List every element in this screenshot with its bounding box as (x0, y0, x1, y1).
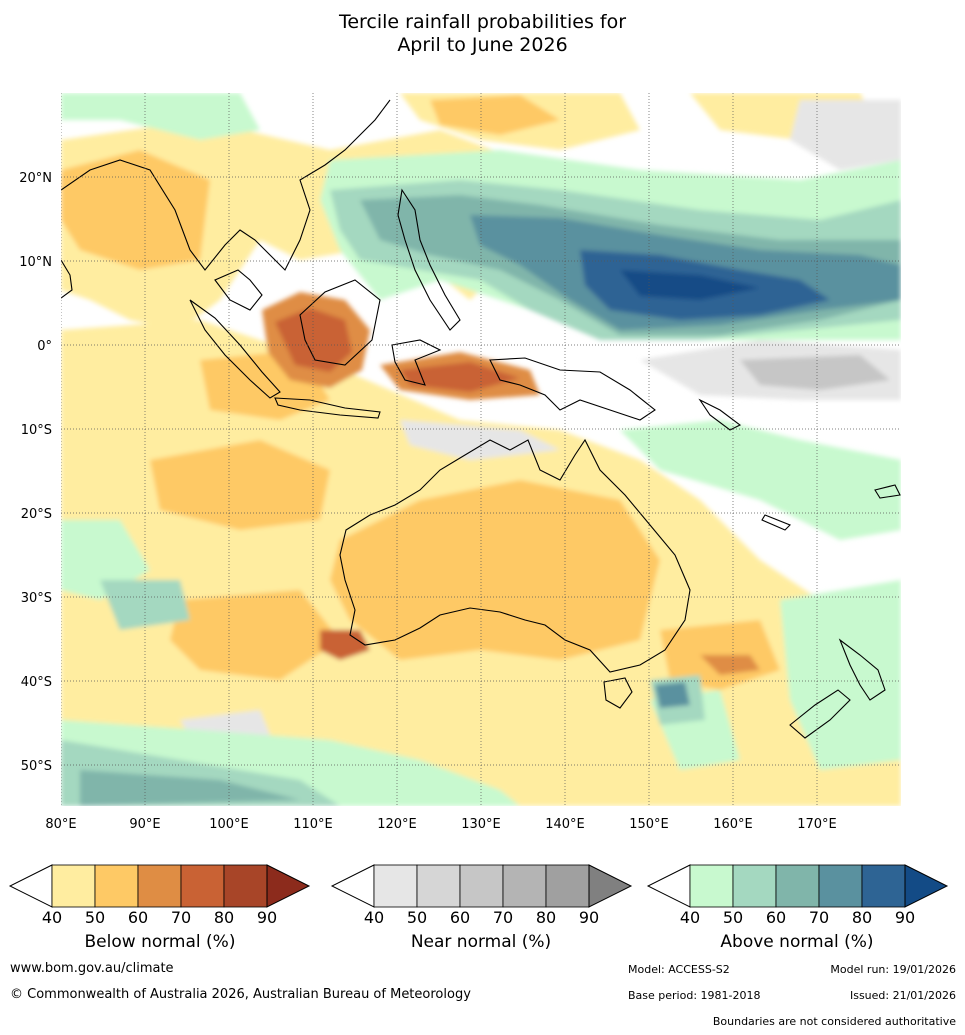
lat-label: 10°S (21, 423, 52, 438)
cb-below-seg (137, 864, 182, 908)
lat-label: 30°S (21, 591, 52, 606)
colorbar-near (330, 864, 633, 908)
cb-below-seg (94, 864, 139, 908)
lon-label: 110°E (293, 817, 333, 832)
cb-near-arrow-right (588, 864, 633, 908)
cb-near-tick: 40 (364, 908, 384, 927)
rainfall-map: 20°N 10°N 0° 10°S 20°S 30°S 40°S 50°S 80… (8, 93, 949, 927)
cb-above-seg (732, 864, 777, 908)
cb-above-arrow-left (646, 864, 691, 908)
cb-below-tick: 50 (85, 908, 105, 927)
cb-near-arrow-left (330, 864, 375, 908)
cb-near-tick: 80 (536, 908, 556, 927)
cb-below-tick: 80 (214, 908, 234, 927)
lon-label: 140°E (545, 817, 585, 832)
coastlines (61, 99, 901, 739)
cb-below-arrow-left (8, 864, 53, 908)
cb-near-tick: 90 (579, 908, 599, 927)
cb-above-tick: 70 (809, 908, 829, 927)
model-name: Model: ACCESS-S2 (628, 963, 730, 976)
cb-below-seg (51, 864, 96, 908)
cb-below-tick: 90 (257, 908, 277, 927)
lat-label: 40°S (21, 675, 52, 690)
lat-label: 20°S (21, 507, 52, 522)
cb-near-tick: 70 (493, 908, 513, 927)
cb-above-seg (861, 864, 906, 908)
probability-field (61, 93, 901, 806)
cb-above-seg (775, 864, 820, 908)
website-link[interactable]: www.bom.gov.au/climate (10, 961, 174, 976)
cb-below-seg (223, 864, 268, 908)
cb-above-tick: 90 (895, 908, 915, 927)
cb-above-seg (689, 864, 734, 908)
colorbar-above (646, 864, 949, 908)
model-run: Model run: 19/01/2026 (830, 963, 956, 976)
lat-label: 0° (37, 339, 52, 354)
cb-above-tick: 60 (766, 908, 786, 927)
lon-label: 170°E (797, 817, 837, 832)
cb-near-seg (545, 864, 590, 908)
cb-near-tick: 50 (407, 908, 427, 927)
below-normal-label: Below normal (%) (84, 932, 236, 952)
colorbar-below (8, 864, 311, 908)
lat-label: 20°N (19, 171, 52, 186)
cb-above-tick: 80 (852, 908, 872, 927)
cb-below-arrow-right (266, 864, 311, 908)
cb-near-seg (373, 864, 418, 908)
lon-label: 160°E (713, 817, 753, 832)
cb-near-seg (459, 864, 504, 908)
map-title-line2: April to June 2026 (397, 34, 568, 56)
lon-label: 80°E (45, 817, 76, 832)
boundaries-disclaimer: Boundaries are not considered authoritat… (712, 1015, 956, 1028)
cb-near-tick: 60 (450, 908, 470, 927)
lon-label: 120°E (377, 817, 417, 832)
cb-below-tick: 70 (171, 908, 191, 927)
issued-date: Issued: 21/01/2026 (849, 989, 956, 1002)
cb-below-seg (180, 864, 225, 908)
lon-label: 150°E (629, 817, 669, 832)
near-normal-label: Near normal (%) (410, 932, 552, 952)
map-title-line1: Tercile rainfall probabilities for (338, 11, 627, 33)
base-period: Base period: 1981-2018 (628, 989, 761, 1002)
lon-label: 90°E (129, 817, 160, 832)
cb-near-seg (416, 864, 461, 908)
copyright: © Commonwealth of Australia 2026, Austra… (10, 987, 471, 1002)
graticule (61, 93, 901, 806)
cb-above-seg (818, 864, 863, 908)
cb-below-tick: 40 (42, 908, 62, 927)
cb-above-arrow-right (904, 864, 949, 908)
lon-label: 130°E (461, 817, 501, 832)
cb-above-tick: 50 (723, 908, 743, 927)
cb-near-seg (502, 864, 547, 908)
cb-below-tick: 60 (128, 908, 148, 927)
cb-above-tick: 40 (680, 908, 700, 927)
above-normal-label: Above normal (%) (720, 932, 874, 952)
lat-label: 10°N (19, 255, 52, 270)
lon-label: 100°E (209, 817, 249, 832)
lat-label: 50°S (21, 759, 52, 774)
